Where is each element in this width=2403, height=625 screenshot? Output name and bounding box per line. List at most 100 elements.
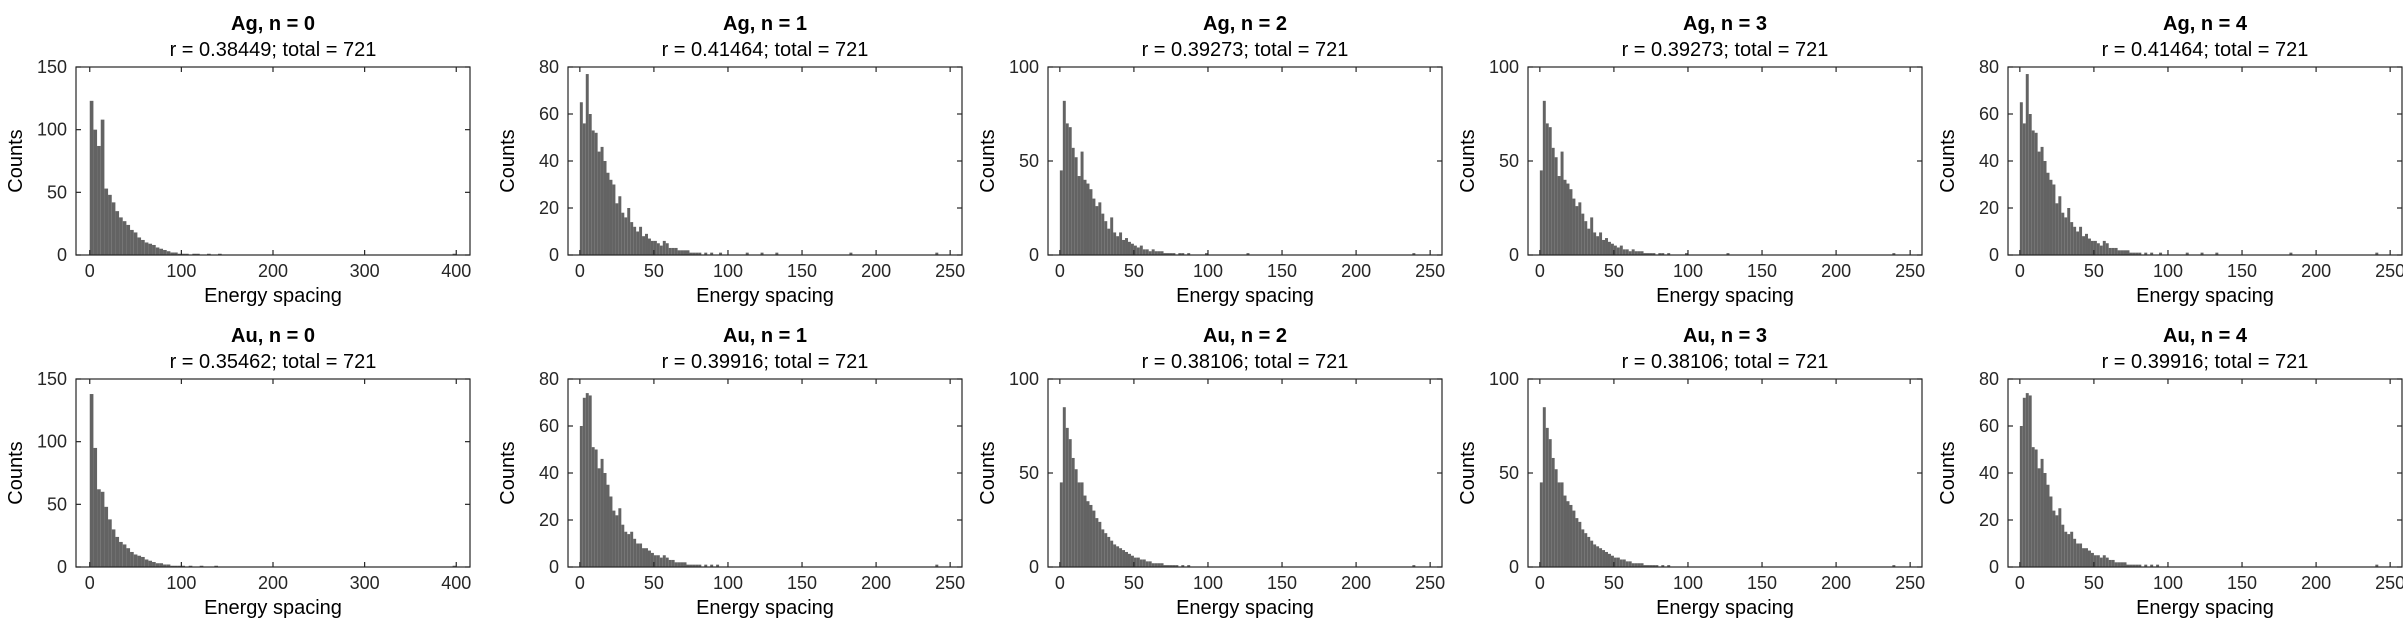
histogram-bar [137, 237, 142, 255]
histogram-bar [645, 548, 648, 567]
histogram-bar [163, 249, 167, 255]
y-axis-label: Counts [977, 129, 999, 192]
histogram-bar [1607, 241, 1611, 255]
histogram-bar [177, 253, 182, 255]
histogram-bar [621, 212, 625, 255]
histogram-bar [615, 515, 619, 567]
histogram-bar [2028, 114, 2032, 255]
histogram-bar [181, 253, 186, 255]
histogram-bar [1661, 565, 1665, 567]
histogram-bar [163, 564, 167, 567]
histogram-bar [710, 564, 714, 567]
histogram-bar [1652, 253, 1656, 255]
histogram-panel-1: Ag, n = 1 r = 0.41464; total = 721 0 50 100 1… [497, 13, 965, 307]
histogram-bar [1157, 251, 1161, 255]
histogram-bar [2117, 250, 2121, 255]
histogram-bar [665, 243, 669, 255]
histogram-bar [1119, 548, 1123, 567]
histogram-bar [137, 555, 142, 567]
histogram-bar [1122, 239, 1126, 255]
histogram-bar [89, 394, 94, 567]
histogram-bar [1646, 253, 1650, 255]
y-tick-label: 60 [539, 416, 559, 436]
x-tick-label: 200 [258, 261, 288, 281]
histogram-bar [600, 146, 604, 255]
histogram-bar [1539, 482, 1543, 567]
histogram-bar [1685, 253, 1688, 255]
panel-subtitle: r = 0.39273; total = 721 [1142, 39, 1349, 61]
x-tick-label: 250 [935, 573, 965, 593]
histogram-bar [1655, 565, 1659, 567]
histogram-bar [1142, 249, 1146, 255]
histogram-bar [2135, 252, 2139, 255]
histogram-bar [133, 554, 138, 567]
histogram-bar [108, 519, 112, 567]
histogram-bar [1160, 563, 1164, 567]
histogram-bar [653, 240, 657, 255]
x-tick-label: 0 [2015, 573, 2025, 593]
histogram-bar [1584, 221, 1588, 255]
histogram-bar [1628, 251, 1632, 255]
x-axis-label: Energy spacing [1176, 285, 1314, 307]
histogram-bar [716, 564, 720, 567]
histogram-bar [689, 252, 693, 255]
histogram-bar [1625, 249, 1629, 255]
y-axis-label: Counts [5, 129, 27, 192]
histogram-bar [1667, 253, 1671, 255]
histogram-bar [2114, 562, 2118, 567]
histogram-bar [1605, 551, 1608, 567]
histogram-bar [1631, 249, 1635, 255]
axes-frame [75, 378, 471, 568]
y-axis-label: Counts [1937, 129, 1959, 192]
x-tick-label: 50 [644, 573, 664, 593]
histogram-bar [2055, 515, 2059, 567]
y-axis-label: Counts [1457, 129, 1479, 192]
histogram-panel-6: Au, n = 1 r = 0.39916; total = 721 0 50 100 1… [497, 325, 965, 619]
histogram-bar [1187, 253, 1191, 255]
histogram-bar [674, 247, 678, 255]
histogram-bar [181, 565, 186, 567]
x-tick-label: 0 [1055, 573, 1065, 593]
histogram-bar [650, 240, 654, 255]
histogram-bar [639, 543, 643, 567]
histogram-bar [1596, 236, 1600, 255]
x-tick-label: 200 [258, 573, 288, 593]
histogram-bar [100, 491, 105, 567]
histogram-bar [2105, 243, 2109, 255]
panel-title: Ag, n = 2 [1203, 13, 1287, 35]
histogram-bar [1116, 236, 1120, 255]
histogram-bar [2132, 252, 2136, 255]
histogram-bar [1166, 565, 1170, 567]
histogram-bar [579, 426, 583, 567]
x-axis-label: Energy spacing [2136, 285, 2274, 307]
x-tick-label: 250 [1895, 573, 1925, 593]
x-tick-label: 0 [1535, 573, 1545, 593]
histogram-bar [1587, 228, 1591, 255]
x-tick-label: 200 [861, 261, 891, 281]
histogram-bar [2375, 252, 2379, 255]
histogram-bar [1071, 457, 1075, 567]
histogram-bar [745, 252, 749, 255]
histogram-bar [674, 562, 678, 567]
histogram-bar [2052, 184, 2056, 255]
histogram-bar [1110, 217, 1114, 255]
histogram-bar [1643, 253, 1647, 255]
histogram-bar [1205, 253, 1208, 255]
y-tick-label: 100 [37, 432, 67, 452]
histogram-bar [177, 565, 182, 567]
panel-title: Ag, n = 0 [231, 13, 315, 35]
histogram-bar [2096, 243, 2100, 255]
x-tick-label: 100 [166, 261, 196, 281]
histogram-bar [199, 565, 204, 567]
panel-subtitle: r = 0.38106; total = 721 [1142, 351, 1349, 373]
histogram-bar [609, 496, 613, 567]
x-tick-label: 200 [1821, 261, 1851, 281]
x-tick-label: 150 [1747, 573, 1777, 593]
histogram-bar [1649, 565, 1653, 567]
histogram-bar [1566, 183, 1570, 255]
histogram-bar [1602, 239, 1606, 255]
panel-title: Ag, n = 1 [723, 13, 807, 35]
histogram-bar [144, 242, 149, 255]
histogram-bar [683, 250, 687, 255]
panel-subtitle: r = 0.38449; total = 721 [170, 39, 377, 61]
